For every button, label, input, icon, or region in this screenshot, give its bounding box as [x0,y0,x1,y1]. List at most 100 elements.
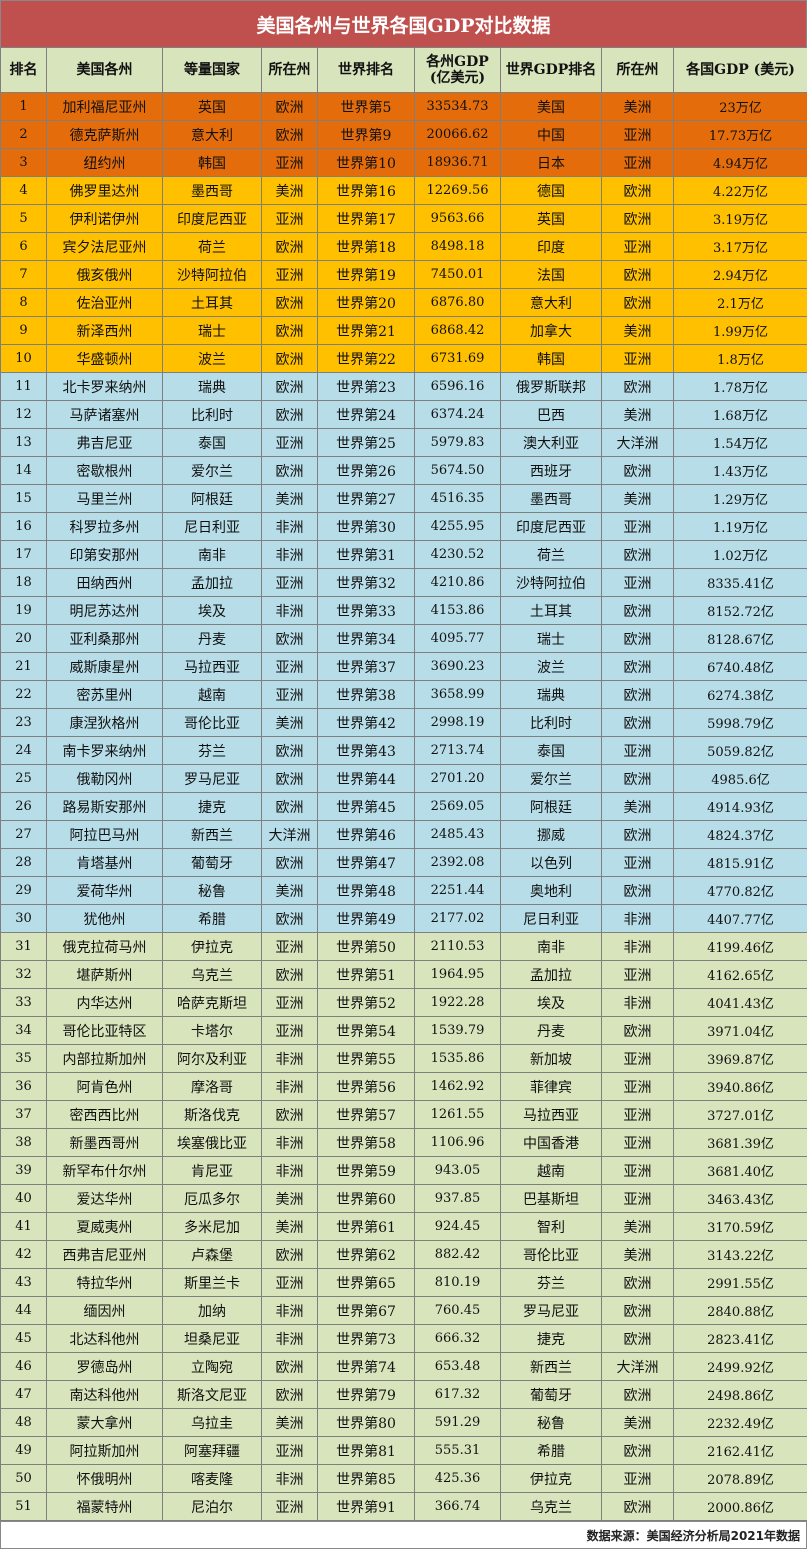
state-gdp-cell: 1462.92 [414,1072,501,1101]
continent-cell: 欧洲 [601,372,674,401]
country-gdp-cell: 4.22万亿 [673,176,807,205]
world-gdp-country-cell: 比利时 [500,708,602,737]
country-gdp-cell: 1.43万亿 [673,456,807,485]
country-continent-cell: 欧洲 [261,1380,318,1409]
world-rank-cell: 世界第38 [317,680,415,709]
state-cell: 印第安那州 [46,540,163,569]
state-cell: 新罕布什尔州 [46,1156,163,1185]
world-rank-cell: 世界第10 [317,148,415,177]
table-row: 20 亚利桑那州 丹麦 欧洲 世界第34 4095.77 瑞士 欧洲 8128.67亿 [0,624,807,653]
rank-cell: 41 [0,1212,47,1241]
equivalent-country-cell: 喀麦隆 [162,1464,262,1493]
equivalent-country-cell: 沙特阿拉伯 [162,260,262,289]
country-gdp-cell: 4407.77亿 [673,904,807,933]
state-cell: 缅因州 [46,1296,163,1325]
rank-cell: 44 [0,1296,47,1325]
country-continent-cell: 亚洲 [261,932,318,961]
equivalent-country-cell: 乌拉圭 [162,1408,262,1437]
equivalent-country-cell: 罗马尼亚 [162,764,262,793]
continent-cell: 欧洲 [601,1436,674,1465]
rank-cell: 34 [0,1016,47,1045]
state-gdp-cell: 6374.24 [414,400,501,429]
continent-cell: 亚洲 [601,1100,674,1129]
country-gdp-cell: 1.29万亿 [673,484,807,513]
country-gdp-cell: 3969.87亿 [673,1044,807,1073]
country-continent-cell: 亚洲 [261,1492,318,1521]
country-continent-cell: 非洲 [261,1324,318,1353]
continent-cell: 欧洲 [601,1268,674,1297]
country-gdp-cell: 2823.41亿 [673,1324,807,1353]
continent-cell: 亚洲 [601,1156,674,1185]
rank-cell: 39 [0,1156,47,1185]
country-continent-cell: 欧洲 [261,120,318,149]
country-continent-cell: 亚洲 [261,680,318,709]
state-cell: 特拉华州 [46,1268,163,1297]
world-rank-cell: 世界第79 [317,1380,415,1409]
state-cell: 南卡罗来纳州 [46,736,163,765]
continent-cell: 欧洲 [601,596,674,625]
state-cell: 佐治亚州 [46,288,163,317]
country-gdp-cell: 3971.04亿 [673,1016,807,1045]
country-continent-cell: 欧洲 [261,736,318,765]
equivalent-country-cell: 印度尼西亚 [162,204,262,233]
country-gdp-cell: 5998.79亿 [673,708,807,737]
table-row: 21 威斯康星州 马拉西亚 亚洲 世界第37 3690.23 波兰 欧洲 6740.48亿 [0,652,807,681]
rank-cell: 9 [0,316,47,345]
state-gdp-cell: 2701.20 [414,764,501,793]
country-gdp-cell: 4041.43亿 [673,988,807,1017]
table-row: 4 佛罗里达州 墨西哥 美洲 世界第16 12269.56 德国 欧洲 4.22万亿 [0,176,807,205]
continent-cell: 美洲 [601,484,674,513]
rank-cell: 47 [0,1380,47,1409]
world-rank-cell: 世界第58 [317,1128,415,1157]
table-row: 3 纽约州 韩国 亚洲 世界第10 18936.71 日本 亚洲 4.94万亿 [0,148,807,177]
equivalent-country-cell: 希腊 [162,904,262,933]
world-rank-cell: 世界第37 [317,652,415,681]
world-rank-cell: 世界第23 [317,372,415,401]
state-cell: 阿拉斯加州 [46,1436,163,1465]
table-row: 47 南达科他州 斯洛文尼亚 欧洲 世界第79 617.32 葡萄牙 欧洲 2498.86亿 [0,1380,807,1409]
world-gdp-country-cell: 印度尼西亚 [500,512,602,541]
state-cell: 内部拉斯加州 [46,1044,163,1073]
state-cell: 北卡罗来纳州 [46,372,163,401]
country-continent-cell: 亚洲 [261,428,318,457]
country-gdp-cell: 1.19万亿 [673,512,807,541]
continent-cell: 欧洲 [601,456,674,485]
table-row: 39 新罕布什尔州 肯尼亚 非洲 世界第59 943.05 越南 亚洲 3681.40亿 [0,1156,807,1185]
table-row: 8 佐治亚州 土耳其 欧洲 世界第20 6876.80 意大利 欧洲 2.1万亿 [0,288,807,317]
world-gdp-country-cell: 巴西 [500,400,602,429]
rank-cell: 50 [0,1464,47,1493]
world-rank-cell: 世界第43 [317,736,415,765]
world-rank-cell: 世界第21 [317,316,415,345]
world-gdp-country-cell: 德国 [500,176,602,205]
country-gdp-cell: 3727.01亿 [673,1100,807,1129]
rank-cell: 14 [0,456,47,485]
world-gdp-country-cell: 墨西哥 [500,484,602,513]
country-continent-cell: 亚洲 [261,1016,318,1045]
state-cell: 科罗拉多州 [46,512,163,541]
rank-cell: 4 [0,176,47,205]
continent-cell: 亚洲 [601,1184,674,1213]
state-gdp-cell: 2110.53 [414,932,501,961]
world-rank-cell: 世界第47 [317,848,415,877]
country-continent-cell: 美洲 [261,176,318,205]
world-rank-cell: 世界第20 [317,288,415,317]
equivalent-country-cell: 立陶宛 [162,1352,262,1381]
continent-cell: 大洋洲 [601,428,674,457]
continent-cell: 欧洲 [601,1492,674,1521]
country-continent-cell: 欧洲 [261,288,318,317]
continent-cell: 美洲 [601,1408,674,1437]
state-gdp-cell: 366.74 [414,1492,501,1521]
header-equivalent-country: 等量国家 [162,47,262,93]
continent-cell: 亚洲 [601,148,674,177]
country-continent-cell: 欧洲 [261,344,318,373]
table-row: 17 印第安那州 南非 非洲 世界第31 4230.52 荷兰 欧洲 1.02万亿 [0,540,807,569]
rank-cell: 15 [0,484,47,513]
country-gdp-cell: 3143.22亿 [673,1240,807,1269]
rank-cell: 32 [0,960,47,989]
country-gdp-cell: 3463.43亿 [673,1184,807,1213]
table-row: 41 夏威夷州 多米尼加 美洲 世界第61 924.45 智利 美洲 3170.59亿 [0,1212,807,1241]
rank-cell: 28 [0,848,47,877]
world-gdp-country-cell: 孟加拉 [500,960,602,989]
equivalent-country-cell: 瑞典 [162,372,262,401]
rank-cell: 51 [0,1492,47,1521]
